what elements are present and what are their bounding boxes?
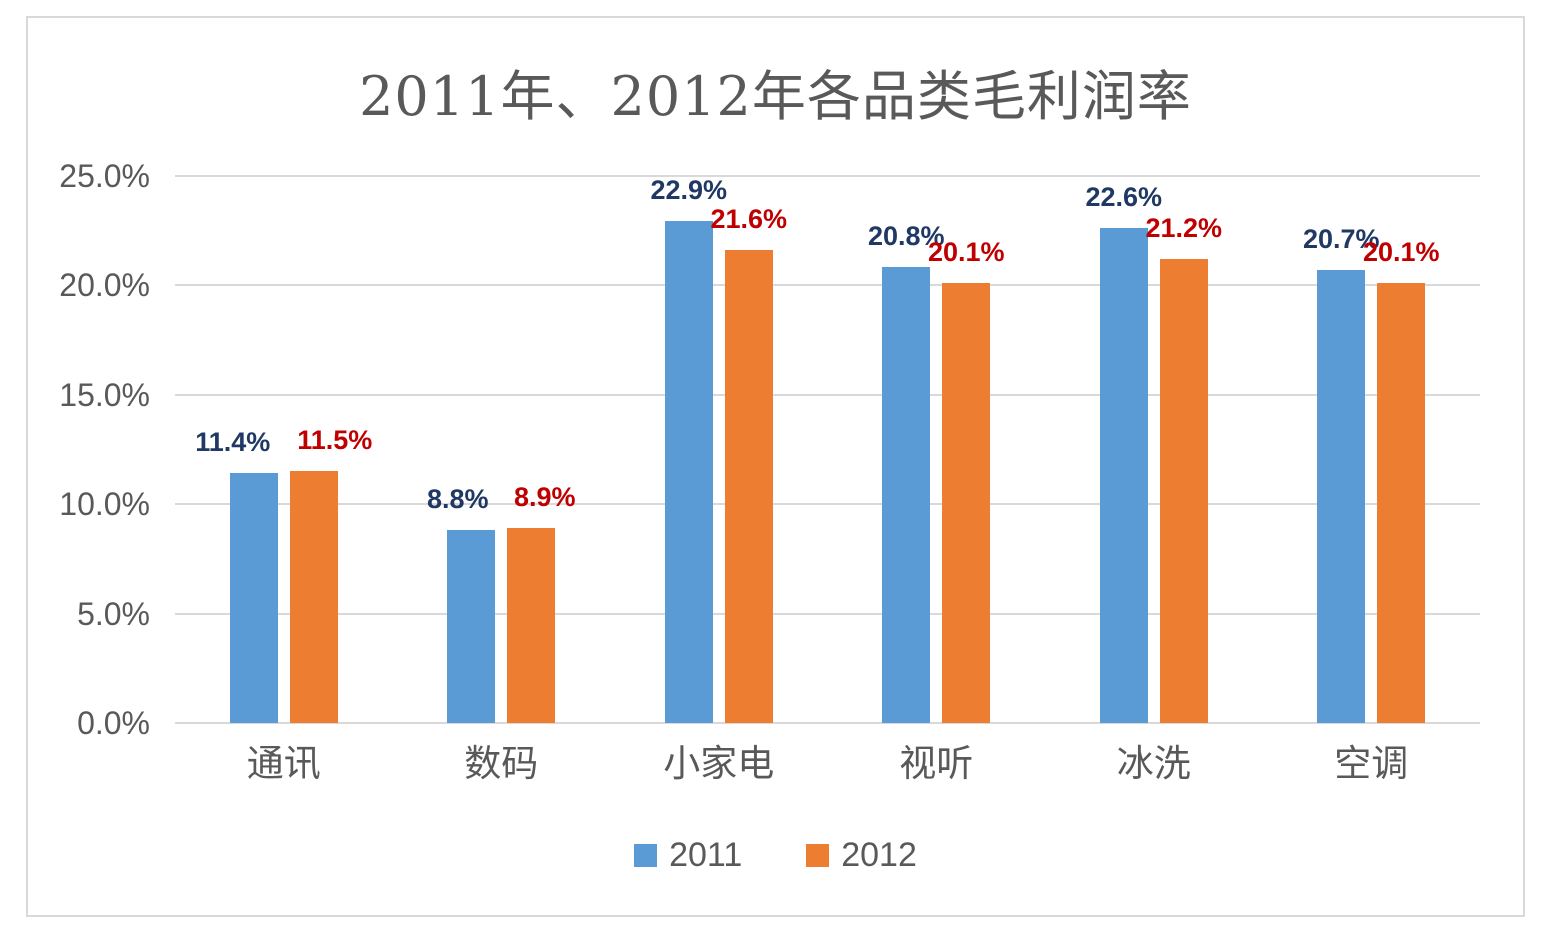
- x-axis-category-label: 小家电: [663, 742, 775, 785]
- legend-label-2011: 2011: [669, 836, 743, 874]
- bar-label-2012-小家电: 21.6%: [710, 203, 788, 234]
- x-axis-category-label: 通讯: [246, 742, 321, 785]
- bar-2011-冰洗: [1099, 228, 1148, 723]
- gridline: [175, 503, 1480, 505]
- bar-2012-视听: [942, 282, 991, 723]
- y-axis-tick-label: 20.0%: [59, 267, 150, 303]
- bar-label-2011-数码: 8.8%: [426, 484, 489, 515]
- x-axis-category-label: 冰洗: [1116, 742, 1191, 785]
- bar-2012-通讯: [289, 471, 338, 723]
- x-axis-category-label: 视听: [899, 742, 974, 785]
- bar-2011-通讯: [229, 473, 278, 723]
- gridline: [175, 393, 1480, 396]
- legend: 2011 2012: [26, 838, 1525, 872]
- y-axis-tick-label: 15.0%: [59, 376, 150, 413]
- bar-label-2012-空调: 20.1%: [1362, 236, 1440, 267]
- legend-label-2012: 2012: [841, 836, 917, 874]
- bar-label-2011-视听: 20.8%: [867, 221, 945, 252]
- y-axis-tick-label: 25.0%: [59, 157, 150, 194]
- bar-label-2011-冰洗: 22.6%: [1085, 182, 1163, 213]
- bar-2012-冰洗: [1159, 258, 1208, 723]
- bar-label-2012-视听: 20.1%: [927, 236, 1005, 267]
- gridline: [175, 722, 1480, 724]
- gridline: [175, 612, 1480, 615]
- bar-2011-数码: [447, 530, 496, 723]
- bar-label-2012-冰洗: 21.2%: [1145, 212, 1223, 243]
- y-axis-tick-label: 5.0%: [77, 595, 150, 632]
- bar-2011-小家电: [664, 221, 713, 723]
- x-axis-category-label: 空调: [1334, 742, 1409, 785]
- bar-label-2011-小家电: 22.9%: [650, 175, 728, 206]
- bar-label-2011-空调: 20.7%: [1302, 223, 1380, 254]
- gridline: [175, 174, 1480, 177]
- bar-2012-空调: [1377, 282, 1426, 723]
- bar-label-2011-通讯: 11.4%: [195, 427, 271, 458]
- legend-swatch-2012: [806, 843, 830, 867]
- legend-swatch-2011: [634, 843, 658, 867]
- bar-2012-小家电: [724, 249, 773, 723]
- y-axis-tick-label: 10.0%: [59, 486, 150, 522]
- legend-item-2011: 2011: [634, 838, 742, 872]
- chart-title: 2011年、2012年各品类毛利润率: [359, 65, 1192, 128]
- bar-2012-数码: [507, 528, 556, 723]
- bar-2011-空调: [1317, 269, 1366, 723]
- bar-2011-视听: [882, 267, 931, 723]
- y-axis-tick-label: 0.0%: [77, 705, 150, 741]
- bar-label-2012-通讯: 11.5%: [297, 425, 373, 456]
- chart-frame: [26, 16, 1525, 917]
- bar-label-2012-数码: 8.9%: [513, 482, 576, 513]
- gridline: [175, 284, 1480, 286]
- x-axis-category-label: 数码: [464, 742, 539, 785]
- legend-item-2012: 2012: [806, 838, 917, 872]
